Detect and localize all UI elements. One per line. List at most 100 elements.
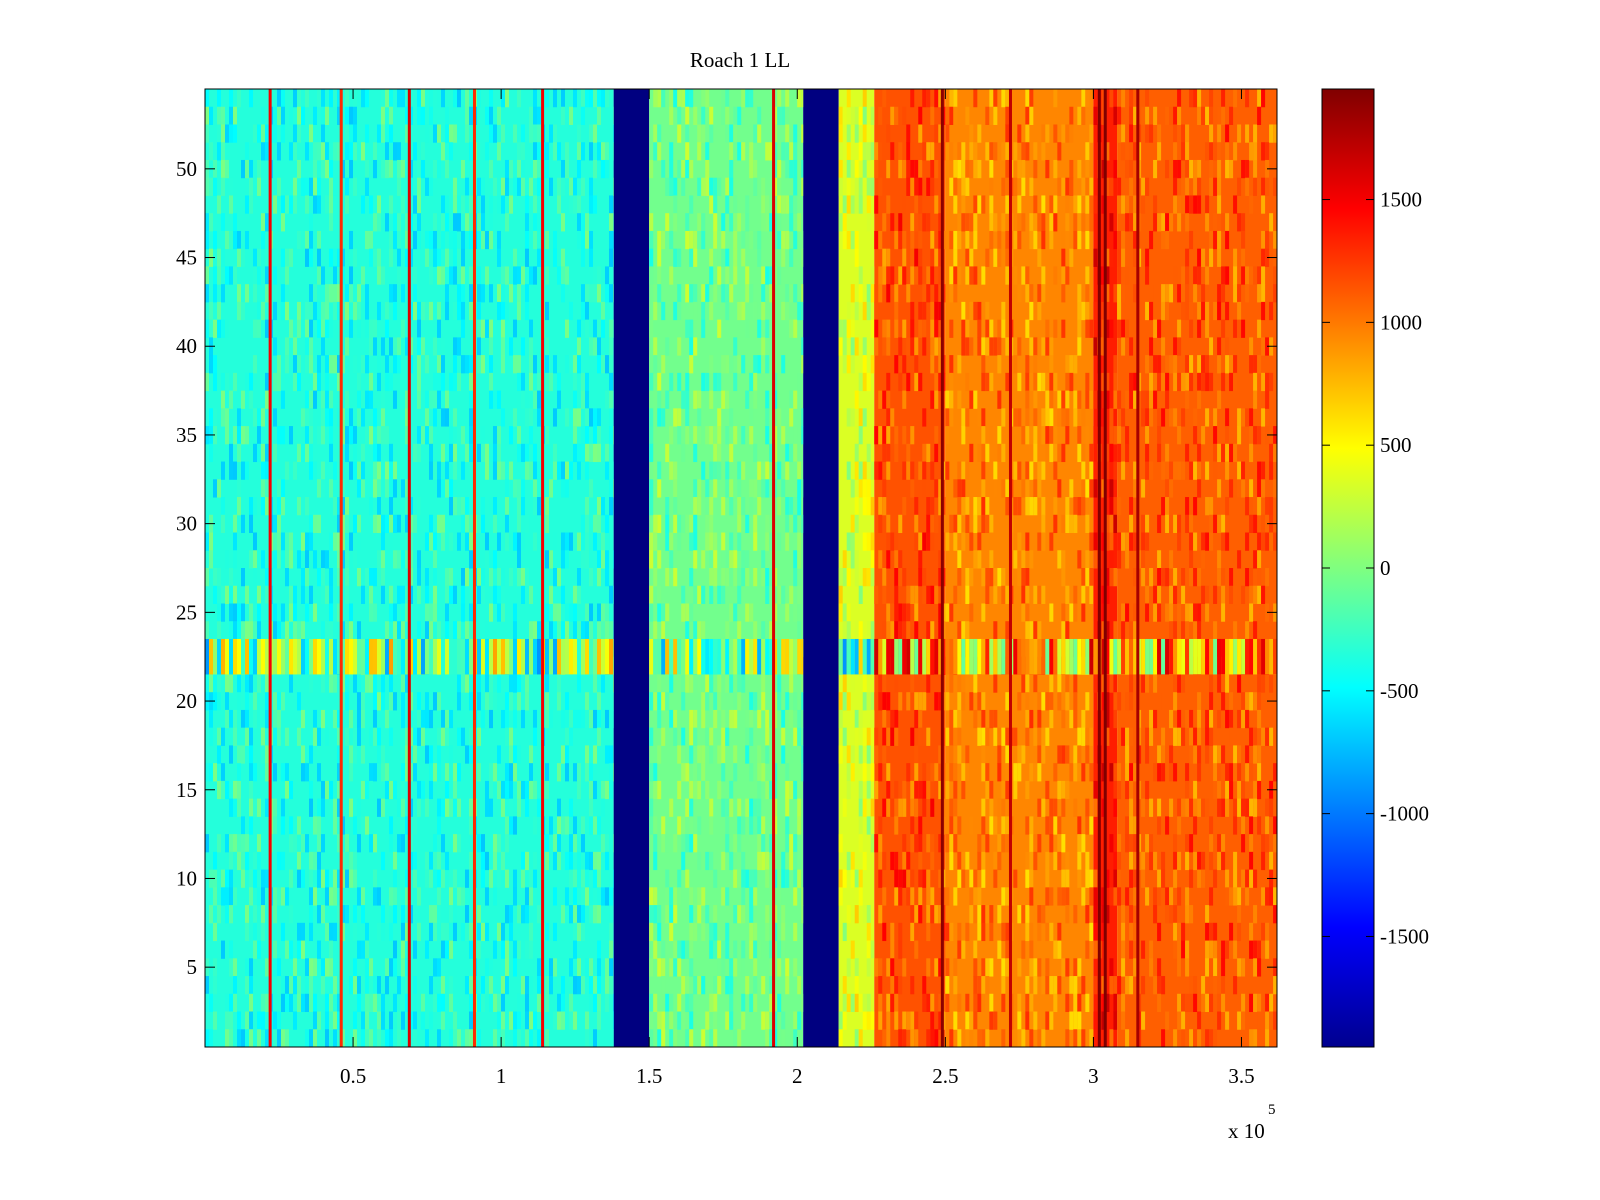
heatmap-cell <box>1005 106 1010 125</box>
heatmap-cell <box>737 585 742 604</box>
heatmap-cell <box>701 89 706 108</box>
heatmap-cell <box>453 780 457 800</box>
heatmap-cell <box>773 106 778 125</box>
heatmap-cell <box>545 426 549 445</box>
heatmap-cell <box>393 550 397 569</box>
heatmap-cell <box>1077 550 1082 569</box>
heatmap-cell <box>441 834 445 853</box>
heatmap-cell <box>1069 709 1074 729</box>
heatmap-cell <box>349 142 353 161</box>
heatmap-cell <box>878 763 883 782</box>
heatmap-cell <box>405 337 409 356</box>
heatmap-cell <box>965 1011 970 1030</box>
heatmap-cell <box>437 692 441 711</box>
heatmap-cell <box>1029 993 1034 1013</box>
heatmap-cell <box>1057 745 1062 764</box>
heatmap-cell <box>862 568 867 587</box>
heatmap-cell <box>513 479 517 498</box>
heatmap-cell <box>529 177 533 196</box>
heatmap-cell <box>477 993 481 1013</box>
heatmap-cell <box>1057 940 1062 959</box>
heatmap-cell <box>445 709 449 729</box>
heatmap-cell <box>1081 408 1086 427</box>
heatmap-cell <box>677 301 682 321</box>
heatmap-cell <box>225 124 229 143</box>
heatmap-cell <box>505 709 509 729</box>
heatmap-cell <box>922 585 927 604</box>
heatmap-cell <box>493 177 497 196</box>
heatmap-cell <box>317 514 321 534</box>
heatmap-cell <box>918 177 923 196</box>
heatmap-cell <box>385 514 389 534</box>
heatmap-cell <box>838 213 843 232</box>
heatmap-cell <box>701 124 706 143</box>
heatmap-cell <box>237 745 241 764</box>
heatmap-cell <box>525 301 529 321</box>
heatmap-cell <box>862 355 867 374</box>
heatmap-cell <box>425 124 429 143</box>
heatmap-cell <box>1033 585 1038 604</box>
heatmap-cell <box>265 124 269 143</box>
heatmap-cell <box>289 248 293 267</box>
heatmap-cell <box>649 213 654 232</box>
heatmap-cell <box>261 124 265 143</box>
heatmap-cell <box>866 195 871 214</box>
heatmap-cell <box>973 550 978 569</box>
heatmap-cell <box>209 213 213 232</box>
heatmap-cell <box>733 337 738 356</box>
heatmap-cell <box>369 976 373 995</box>
heatmap-cell <box>297 976 301 995</box>
heatmap-cell <box>529 461 533 480</box>
heatmap-cell <box>761 479 766 498</box>
heatmap-cell <box>934 89 939 108</box>
heatmap-cell <box>261 301 265 321</box>
heatmap-cell <box>605 266 609 285</box>
heatmap-cell <box>273 408 277 427</box>
heatmap-cell <box>285 337 289 356</box>
heatmap-cell <box>858 621 863 640</box>
heatmap-cell <box>217 479 221 498</box>
heatmap-cell <box>333 284 337 303</box>
heatmap-cell <box>389 585 393 604</box>
heatmap-cell <box>673 1029 678 1048</box>
heatmap-cell <box>353 355 357 374</box>
heatmap-cell <box>261 106 265 125</box>
heatmap-cell <box>377 514 381 534</box>
heatmap-cell <box>910 674 915 693</box>
heatmap-cell <box>557 1011 561 1030</box>
heatmap-cell <box>469 1029 473 1048</box>
heatmap-cell <box>705 780 710 800</box>
heatmap-cell <box>545 142 549 161</box>
heatmap-cell <box>481 568 485 587</box>
heatmap-cell <box>953 106 958 125</box>
heatmap-cell <box>701 319 706 338</box>
heatmap-cell <box>505 763 509 782</box>
heatmap-cell <box>965 159 970 179</box>
heatmap-cell <box>1085 816 1090 835</box>
heatmap-cell <box>689 780 694 800</box>
heatmap-cell <box>733 195 738 214</box>
heatmap-cell <box>457 763 461 782</box>
heatmap-cell <box>493 1029 497 1048</box>
heatmap-cell <box>513 674 517 693</box>
heatmap-cell <box>357 674 361 693</box>
heatmap-cell <box>449 798 453 817</box>
heatmap-cell <box>725 355 730 374</box>
heatmap-cell <box>1005 266 1010 285</box>
heatmap-cell <box>1085 905 1090 924</box>
heatmap-cell <box>693 426 698 445</box>
heatmap-cell <box>249 816 253 835</box>
heatmap-cell <box>481 443 485 463</box>
heatmap-cell <box>309 337 313 356</box>
heatmap-cell <box>842 337 847 356</box>
heatmap-cell <box>501 284 505 303</box>
heatmap-cell <box>902 568 907 587</box>
heatmap-cell <box>317 142 321 161</box>
heatmap-cell <box>221 177 225 196</box>
heatmap-cell <box>733 709 738 729</box>
heatmap-cell <box>289 106 293 125</box>
heatmap-cell <box>577 195 581 214</box>
heatmap-cell <box>781 709 786 729</box>
heatmap-cell <box>681 603 686 622</box>
heatmap-cell <box>245 284 249 303</box>
